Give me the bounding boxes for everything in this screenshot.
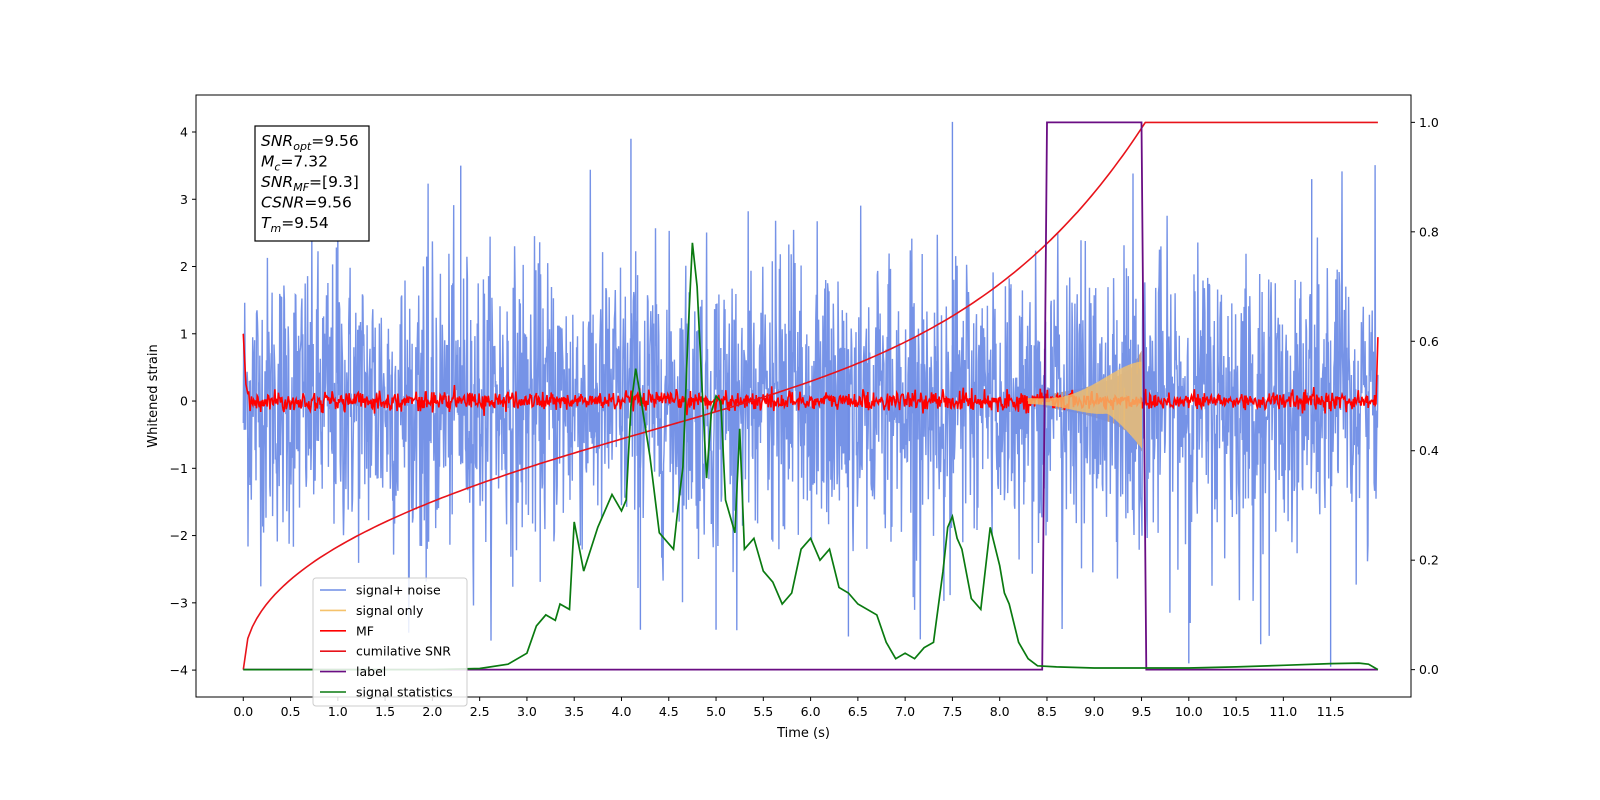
x-tick-label: 11.5 bbox=[1317, 704, 1345, 719]
annotation-symbol: T bbox=[261, 214, 272, 232]
label-line bbox=[243, 121, 1378, 671]
x-tick-label: 7.5 bbox=[942, 704, 962, 719]
x-tick-label: 2.0 bbox=[422, 704, 442, 719]
y-left-tick-label: −2 bbox=[170, 528, 188, 543]
x-tick-label: 4.5 bbox=[659, 704, 679, 719]
annotation-symbol: CSNR bbox=[261, 194, 304, 212]
annotation-line: SNRopt=9.56 bbox=[261, 132, 359, 153]
legend-label: signal only bbox=[356, 603, 424, 618]
annotation-value: =9.54 bbox=[281, 214, 329, 232]
x-tick-label: 3.0 bbox=[517, 704, 537, 719]
legend-frame bbox=[312, 577, 468, 707]
y-axis-left-ticks: 4 3 2 1 0 −1 −2 −3 −4 bbox=[170, 124, 196, 678]
x-tick-label: 6.0 bbox=[801, 704, 821, 719]
mf-line bbox=[242, 333, 1379, 416]
signal-statistics-line bbox=[243, 242, 1379, 671]
x-tick-label: 7.0 bbox=[895, 704, 915, 719]
legend-label: cumilative SNR bbox=[356, 644, 451, 659]
annotation-symbol: SNR bbox=[261, 132, 293, 150]
legend-label: signal statistics bbox=[356, 685, 453, 700]
annotation-subscript: m bbox=[270, 222, 281, 235]
x-tick-label: 9.0 bbox=[1084, 704, 1104, 719]
annotation-value: =[9.3] bbox=[309, 173, 359, 191]
legend-label: MF bbox=[356, 623, 374, 638]
x-tick-label: 10.5 bbox=[1222, 704, 1250, 719]
y-left-tick-label: 3 bbox=[180, 192, 188, 207]
y-left-tick-label: 0 bbox=[180, 394, 188, 409]
x-tick-label: 6.5 bbox=[848, 704, 868, 719]
stats-annotation-box: SNRopt=9.56Mc=7.32SNRMF=[9.3]CSNR=9.56Tm… bbox=[254, 125, 370, 242]
x-tick-label: 8.0 bbox=[990, 704, 1010, 719]
x-tick-label: 4.0 bbox=[612, 704, 632, 719]
annotation-line: Tm=9.54 bbox=[261, 214, 329, 235]
x-tick-label: 1.5 bbox=[375, 704, 395, 719]
y-right-tick-label: 0.4 bbox=[1419, 443, 1439, 458]
x-tick-label: 9.5 bbox=[1132, 704, 1152, 719]
series-signal-only bbox=[1027, 361, 1142, 449]
x-tick-label: 0.5 bbox=[281, 704, 301, 719]
annotation-value: =7.32 bbox=[280, 153, 328, 171]
legend-label: signal+ noise bbox=[356, 583, 441, 598]
y-right-tick-label: 0.0 bbox=[1419, 662, 1439, 677]
y-right-tick-label: 1.0 bbox=[1419, 115, 1439, 130]
annotation-value: =9.56 bbox=[311, 132, 359, 150]
legend: signal+ noise signal only MF cumilative SNR… bbox=[312, 577, 468, 707]
x-tick-label: 11.0 bbox=[1269, 704, 1297, 719]
x-tick-label: 1.0 bbox=[328, 704, 348, 719]
y-left-tick-label: −1 bbox=[170, 461, 188, 476]
y-left-tick-label: 1 bbox=[180, 326, 188, 341]
x-axis-ticks: 0.0 0.5 1.0 1.5 2.0 2.5 3.0 3.5 4.0 4.5 5.0 5.5 6.0 6… bbox=[233, 697, 1345, 719]
annotation-line: Mc=7.32 bbox=[261, 153, 328, 174]
annotation-symbol: M bbox=[261, 153, 274, 171]
y-left-tick-label: 4 bbox=[180, 124, 188, 139]
annotation-line: SNRMF=[9.3] bbox=[261, 173, 359, 194]
x-tick-label: 5.5 bbox=[753, 704, 773, 719]
y-axis-right-ticks: 1.0 0.8 0.6 0.4 0.2 0.0 bbox=[1411, 115, 1439, 677]
annotation-line: CSNR=9.56 bbox=[261, 194, 352, 212]
y-right-tick-label: 0.6 bbox=[1419, 334, 1439, 349]
x-tick-label: 5.0 bbox=[706, 704, 726, 719]
y-axis-label: Whitened strain bbox=[146, 344, 161, 447]
annotation-subscript: MF bbox=[293, 181, 309, 194]
annotation-box-frame bbox=[254, 125, 370, 242]
y-left-tick-label: 2 bbox=[180, 259, 188, 274]
plot-frame bbox=[195, 94, 1412, 698]
x-tick-label: 3.5 bbox=[564, 704, 584, 719]
x-tick-label: 0.0 bbox=[233, 704, 253, 719]
y-left-tick-label: −4 bbox=[170, 663, 188, 678]
y-right-tick-label: 0.2 bbox=[1419, 553, 1439, 568]
series-mf bbox=[242, 333, 1379, 416]
annotation-value: =9.56 bbox=[304, 194, 352, 212]
right-axis-series bbox=[242, 121, 1379, 671]
annotation-subscript: opt bbox=[293, 140, 312, 153]
y-left-tick-label: −3 bbox=[170, 595, 188, 610]
x-tick-label: 10.0 bbox=[1175, 704, 1203, 719]
annotation-symbol: SNR bbox=[261, 173, 293, 191]
annotation-subscript: c bbox=[274, 161, 280, 174]
x-tick-label: 2.5 bbox=[470, 704, 490, 719]
legend-label: label bbox=[356, 664, 386, 679]
x-tick-label: 8.5 bbox=[1037, 704, 1057, 719]
x-axis-label: Time (s) bbox=[776, 726, 830, 741]
y-right-tick-label: 0.8 bbox=[1419, 224, 1439, 239]
signal-only-line bbox=[1027, 361, 1142, 449]
cumulative-snr-line bbox=[242, 121, 1378, 670]
